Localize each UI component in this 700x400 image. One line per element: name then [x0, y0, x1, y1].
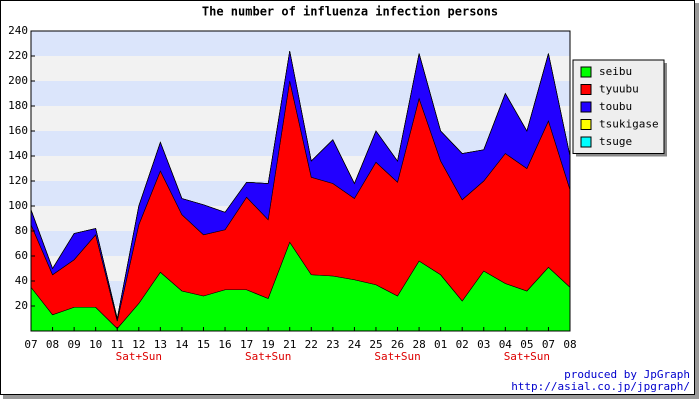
weekend-label: Sat+Sun	[116, 350, 162, 363]
legend-label: toubu	[599, 100, 632, 113]
y-tick-label: 40	[15, 274, 28, 287]
weekend-label: Sat+Sun	[374, 350, 420, 363]
weekend-label: Sat+Sun	[504, 350, 550, 363]
y-tick-label: 120	[8, 174, 28, 187]
x-tick-label: 23	[326, 338, 339, 351]
x-tick-label: 10	[89, 338, 102, 351]
x-tick-label: 16	[218, 338, 231, 351]
legend-swatch	[580, 84, 592, 95]
y-tick-label: 220	[8, 49, 28, 62]
credit: http://asial.co.jp/jpgraph/	[511, 380, 690, 393]
y-tick-label: 140	[8, 149, 28, 162]
plot-band	[31, 56, 570, 81]
chart-title: The number of influenza infection person…	[202, 5, 498, 19]
legend-label: seibu	[599, 65, 632, 78]
legend-swatch	[580, 66, 592, 78]
x-tick-label: 26	[391, 338, 404, 351]
credit: produced by JpGraph	[564, 368, 690, 381]
x-tick-label: 28	[412, 338, 425, 351]
x-tick-label: 01	[434, 338, 447, 351]
x-tick-label: 15	[197, 338, 210, 351]
legend-label: tsuge	[599, 135, 632, 148]
x-tick-label: 19	[262, 338, 275, 351]
y-tick-label: 160	[8, 124, 28, 137]
plot-band	[31, 31, 570, 56]
x-tick-label: 21	[283, 338, 296, 351]
y-tick-label: 60	[15, 249, 28, 262]
x-tick-label: 24	[348, 338, 362, 351]
y-tick-label: 100	[8, 199, 28, 212]
x-tick-label: 11	[111, 338, 124, 351]
legend-swatch	[580, 101, 592, 113]
legend-label: tyuubu	[599, 83, 639, 96]
x-tick-label: 08	[563, 338, 576, 351]
x-tick-label: 08	[46, 338, 59, 351]
legend-label: tsukigase	[599, 118, 659, 131]
x-tick-label: 02	[456, 338, 469, 351]
x-tick-label: 25	[369, 338, 382, 351]
x-tick-label: 17	[240, 338, 253, 351]
y-tick-label: 180	[8, 99, 28, 112]
x-tick-label: 04	[499, 338, 513, 351]
x-tick-label: 03	[477, 338, 490, 351]
x-tick-label: 07	[542, 338, 555, 351]
x-tick-label: 22	[305, 338, 318, 351]
y-tick-label: 80	[15, 224, 28, 237]
legend-swatch	[580, 136, 592, 148]
y-tick-label: 200	[8, 74, 28, 87]
x-tick-label: 13	[154, 338, 167, 351]
plot-band	[31, 81, 570, 106]
legend-swatch	[580, 119, 592, 130]
weekend-label: Sat+Sun	[245, 350, 291, 363]
x-tick-label: 05	[520, 338, 533, 351]
x-tick-label: 14	[175, 338, 189, 351]
x-tick-label: 09	[67, 338, 80, 351]
y-tick-label: 20	[15, 299, 28, 312]
y-tick-label: 240	[8, 24, 28, 37]
x-tick-label: 07	[24, 338, 37, 351]
x-tick-label: 12	[132, 338, 145, 351]
